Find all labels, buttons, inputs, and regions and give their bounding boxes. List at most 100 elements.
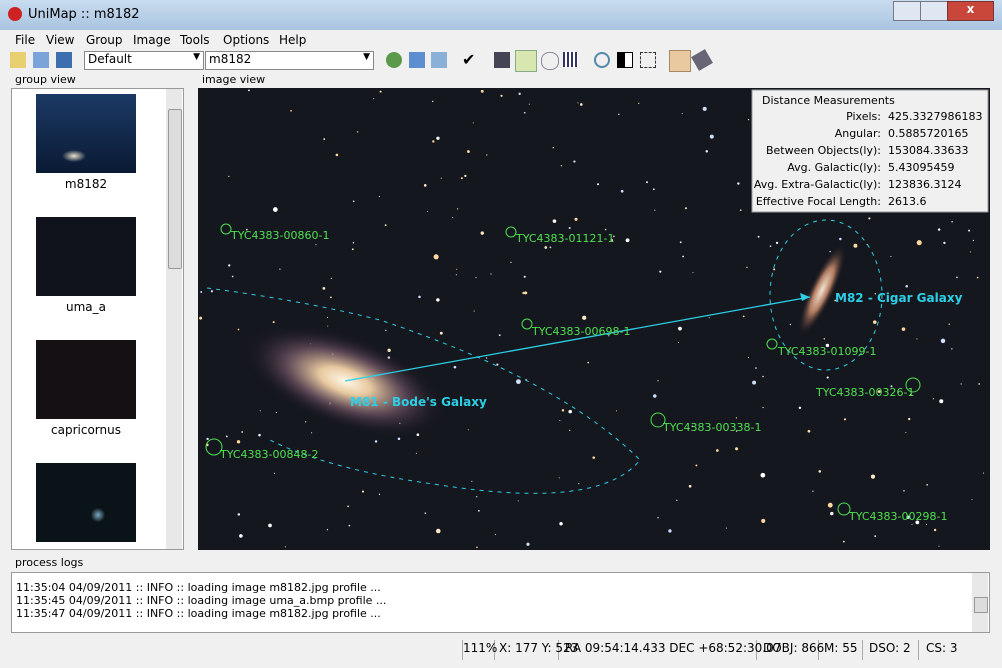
tool-button[interactable] [515, 50, 537, 72]
star [659, 270, 662, 273]
menu-item[interactable]: Image [133, 33, 171, 47]
star [432, 100, 434, 103]
star [692, 272, 694, 274]
star [523, 111, 526, 114]
star [475, 277, 477, 279]
star [676, 499, 678, 501]
scroll-thumb[interactable] [168, 109, 182, 269]
tool-button[interactable] [563, 52, 578, 67]
image-dropdown[interactable]: m8182 ▼ [205, 51, 374, 70]
star [237, 513, 241, 516]
thumbnail[interactable] [36, 94, 136, 173]
star [972, 239, 974, 242]
menu-item[interactable]: File [15, 33, 36, 47]
tool-button[interactable] [10, 52, 26, 68]
star [679, 241, 682, 244]
menu-item[interactable]: Options [223, 33, 270, 47]
close-button[interactable]: x [947, 1, 994, 21]
menu-bar: File View Group Image Tools Options Help [0, 30, 1002, 48]
maximize-button[interactable] [920, 1, 948, 21]
star [755, 367, 757, 369]
star [327, 325, 329, 327]
star [347, 505, 349, 508]
app-icon [8, 7, 22, 21]
star [978, 383, 980, 385]
scrollbar[interactable] [166, 89, 182, 549]
star [668, 529, 672, 533]
status-cs: CS: 3 [926, 641, 958, 655]
minimize-button[interactable] [893, 1, 921, 21]
star [273, 472, 276, 474]
star [834, 299, 836, 302]
star [258, 433, 261, 437]
star [510, 261, 512, 264]
star [742, 315, 745, 318]
tool-button[interactable] [431, 52, 447, 68]
star [486, 357, 488, 359]
star [578, 483, 580, 485]
tool-button[interactable] [594, 52, 610, 68]
star [747, 119, 750, 121]
menu-item[interactable]: View [46, 33, 75, 47]
star [940, 338, 946, 344]
tool-button[interactable] [56, 52, 72, 68]
tool-button[interactable] [494, 52, 510, 68]
star [653, 394, 657, 398]
star [951, 348, 953, 350]
star [874, 535, 877, 538]
star [620, 189, 624, 193]
star [424, 512, 427, 514]
star [473, 310, 475, 312]
object-label: TYC4383-00326-1 [815, 386, 914, 399]
star [378, 195, 381, 198]
star [385, 329, 387, 332]
image-view: TYC4383-00860-1 TYC4383-01121-1 TYC4383-… [198, 88, 990, 550]
tool-button[interactable] [386, 52, 402, 68]
distance-line [344, 296, 811, 382]
star [702, 106, 707, 111]
star [827, 502, 833, 508]
status-dso: DSO: 2 [869, 641, 911, 655]
star [890, 255, 892, 258]
tool-button[interactable] [640, 52, 656, 68]
thumbnail[interactable] [36, 340, 136, 419]
status-m: M: 55 [824, 641, 858, 655]
star [464, 174, 467, 178]
tool-button[interactable]: ✔ [462, 50, 476, 69]
star [868, 217, 871, 220]
menu-item[interactable]: Help [279, 33, 307, 47]
title-bar: UniMap :: m8182 x [0, 0, 1002, 30]
star [926, 484, 928, 486]
star [932, 398, 935, 400]
scroll-thumb[interactable] [974, 597, 988, 613]
star [933, 528, 937, 532]
thumbnail[interactable] [36, 463, 136, 542]
star [916, 338, 918, 340]
star [646, 181, 648, 184]
scrollbar[interactable] [972, 573, 988, 632]
measurement-value: 153084.33633 [888, 144, 968, 157]
tool-button[interactable] [617, 52, 633, 68]
tool-button[interactable] [691, 49, 713, 71]
tool-button[interactable] [669, 50, 691, 72]
star [279, 268, 281, 270]
star [552, 146, 555, 149]
tool-button[interactable] [33, 52, 49, 68]
star [326, 316, 328, 318]
star [225, 435, 228, 438]
star [494, 534, 496, 536]
menu-item[interactable]: Group [86, 33, 123, 47]
star [716, 449, 719, 452]
star [239, 534, 243, 538]
tool-button[interactable] [409, 52, 425, 68]
star [735, 430, 738, 432]
star [210, 290, 214, 293]
star [284, 546, 286, 548]
star [823, 338, 826, 340]
star [467, 429, 469, 431]
menu-item[interactable]: Tools [180, 33, 210, 47]
star [580, 103, 583, 106]
tool-button[interactable] [541, 52, 559, 70]
thumbnail[interactable] [36, 217, 136, 296]
profile-dropdown[interactable]: Default ▼ [84, 51, 204, 70]
